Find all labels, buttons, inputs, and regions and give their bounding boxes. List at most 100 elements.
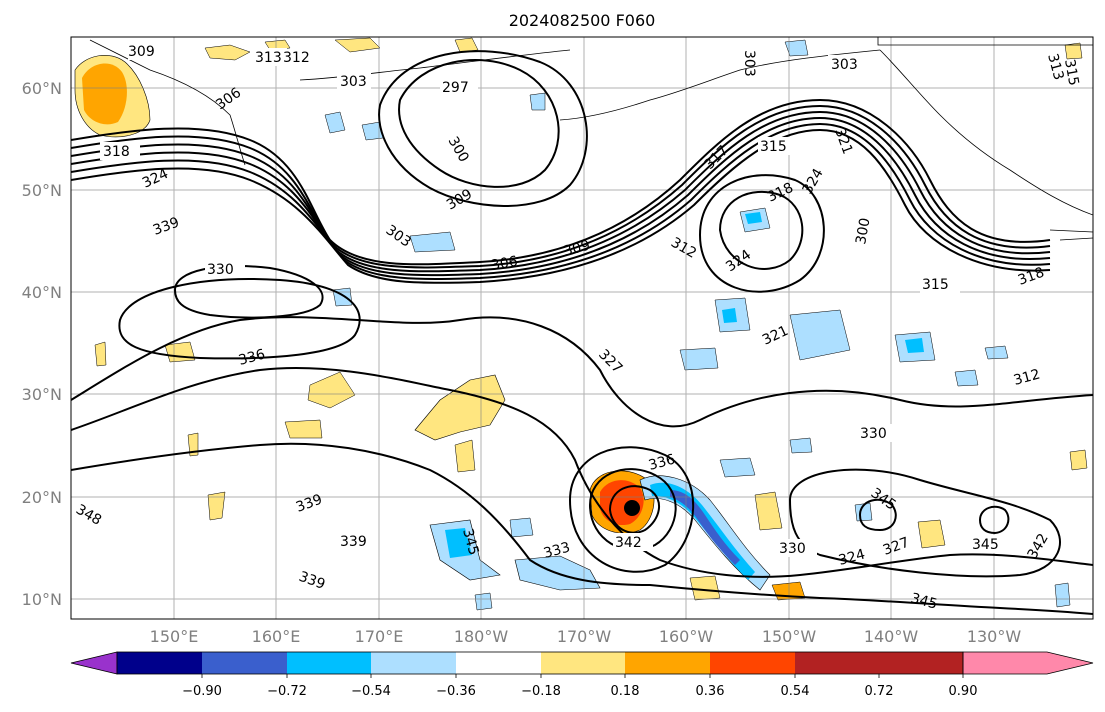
contour-anticyclone-e1 <box>858 498 897 532</box>
colorbar-segment <box>710 652 795 674</box>
shade-warm-mid4 <box>454 439 476 473</box>
shade-cold-s6 <box>474 592 493 611</box>
shade-cold-16 <box>984 345 1009 360</box>
shade-warm-top3 <box>334 37 381 53</box>
shade-cold-1 <box>324 111 346 134</box>
contour-label-336b: 336 <box>647 451 677 473</box>
shade-warm-s5 <box>1069 449 1088 471</box>
colorbar-segment <box>202 652 287 674</box>
shade-warm-s4 <box>917 519 946 549</box>
shade-cyclone-navy <box>670 490 740 565</box>
shade-warm-mid8 <box>94 341 107 367</box>
contour-jet-1 <box>71 98 1051 266</box>
shade-warm-mid7 <box>187 432 199 457</box>
shade-cold-11 <box>789 309 851 361</box>
contour-label-330a: 330 <box>207 262 234 278</box>
colorbar-label-m090: −0.90 <box>182 684 222 699</box>
contour-label-300b: 300 <box>853 217 873 246</box>
contour-cyclone-1 <box>608 485 660 534</box>
map-frame <box>70 36 1094 620</box>
colorbar-segment <box>371 652 456 674</box>
label-bg <box>440 78 478 96</box>
contour-s-2 <box>71 367 1093 578</box>
label-bg <box>128 42 162 60</box>
contour-label-324d: 324 <box>837 546 867 568</box>
colorbar-label-m018: −0.18 <box>521 684 561 699</box>
contour-label-306b: 306 <box>490 254 519 274</box>
contour-label-336: 336 <box>237 346 267 368</box>
shade-warm-mid5 <box>284 419 323 439</box>
contour-label-312c: 312 <box>1012 366 1042 388</box>
colorbar-labels: −0.90 −0.72 −0.54 −0.36 −0.18 0.18 0.36 … <box>182 684 977 699</box>
contour-anticyclone-e3 <box>788 468 1061 578</box>
shade-cold-s4 <box>719 457 756 478</box>
coastline-sw <box>1059 237 1093 241</box>
label-bg <box>613 533 653 551</box>
contour-label-309c: 309 <box>562 237 592 259</box>
lon-tick-labels: 150°E 160°E 170°E 180°W 170°W 160°W 150°… <box>150 627 1022 646</box>
contour-label-303c: 303 <box>741 50 757 77</box>
contour-nw-297 <box>398 59 560 188</box>
label-bg <box>253 48 287 66</box>
shade-warm-s2 <box>689 575 721 601</box>
label-bg <box>338 532 378 550</box>
shade-warm-top5 <box>1064 42 1083 60</box>
contour-label-333: 333 <box>542 539 572 561</box>
contour-jet-4 <box>71 116 1051 277</box>
contour-s-1 <box>71 316 1093 428</box>
colorbar-outline <box>116 651 964 675</box>
lon-tick-170w: 170°W <box>557 627 612 646</box>
shade-cold-13 <box>905 338 924 353</box>
contour-cyclone-3 <box>568 446 695 573</box>
lat-tick-60n: 60°N <box>22 79 62 98</box>
contour-s-3 <box>71 442 1093 615</box>
colorbar-label-m054: −0.54 <box>351 684 391 699</box>
coastline-kamchatka <box>89 39 246 166</box>
label-bg <box>758 137 798 155</box>
contour-nw-300 <box>378 50 588 207</box>
lon-tick-160w: 160°W <box>659 627 714 646</box>
colorbar-label-m036: −0.36 <box>436 684 476 699</box>
shade-cold-s7 <box>1054 582 1071 608</box>
colorbar-segment <box>795 652 879 674</box>
colorbar-label-p018: 0.18 <box>611 684 640 699</box>
contour-label-315a: 315 <box>760 139 787 155</box>
contour-label-318a: 318 <box>103 144 130 160</box>
contour-label-312a: 312 <box>283 50 310 66</box>
colorbar: −0.90 −0.72 −0.54 −0.36 −0.18 0.18 0.36 … <box>70 651 1094 699</box>
lon-tick-140w: 140°W <box>864 627 919 646</box>
shade-cold-s3 <box>509 517 534 538</box>
label-bg <box>970 535 1010 553</box>
contour-label-315c: 315 <box>1061 58 1081 87</box>
shade-warm-mid6 <box>207 491 226 521</box>
shade-cold-15 <box>954 369 979 387</box>
lon-tick-130w: 130°W <box>967 627 1022 646</box>
contour-label-313b: 313 <box>1044 52 1066 82</box>
coastlines <box>89 37 1093 241</box>
contour-label-303d: 303 <box>831 57 858 73</box>
contour-label-297: 297 <box>442 80 469 96</box>
lat-tick-labels: 60°N 50°N 40°N 30°N 20°N 10°N <box>22 79 62 609</box>
contour-label-309a: 309 <box>128 44 155 60</box>
colorbar-segment <box>625 652 710 674</box>
shade-cold-4 <box>784 39 809 57</box>
contour-jet-6 <box>71 128 1051 284</box>
contour-alaska-loop-1 <box>718 190 804 270</box>
contour-jet-3 <box>71 110 1051 273</box>
colorbar-label-p090: 0.90 <box>949 684 978 699</box>
lon-tick-160e: 160°E <box>252 627 301 646</box>
shade-cold-s5 <box>789 437 813 454</box>
colorbar-label-p036: 0.36 <box>696 684 725 699</box>
contour-label-345a: 345 <box>459 527 481 557</box>
shade-warm-mid1 <box>164 341 196 363</box>
label-bg <box>920 275 960 293</box>
contour-alaska-loop-2 <box>698 174 825 293</box>
shade-cold-14 <box>679 347 719 371</box>
contour-jet-2 <box>71 104 1051 269</box>
shade-cold-s1-core <box>445 528 472 558</box>
label-bg <box>857 424 897 442</box>
contour-label-345c: 345 <box>972 537 999 553</box>
colorbar-segment <box>117 652 202 674</box>
map-title: 2024082500 F060 <box>509 11 656 30</box>
shade-warm-mid3 <box>414 374 506 441</box>
